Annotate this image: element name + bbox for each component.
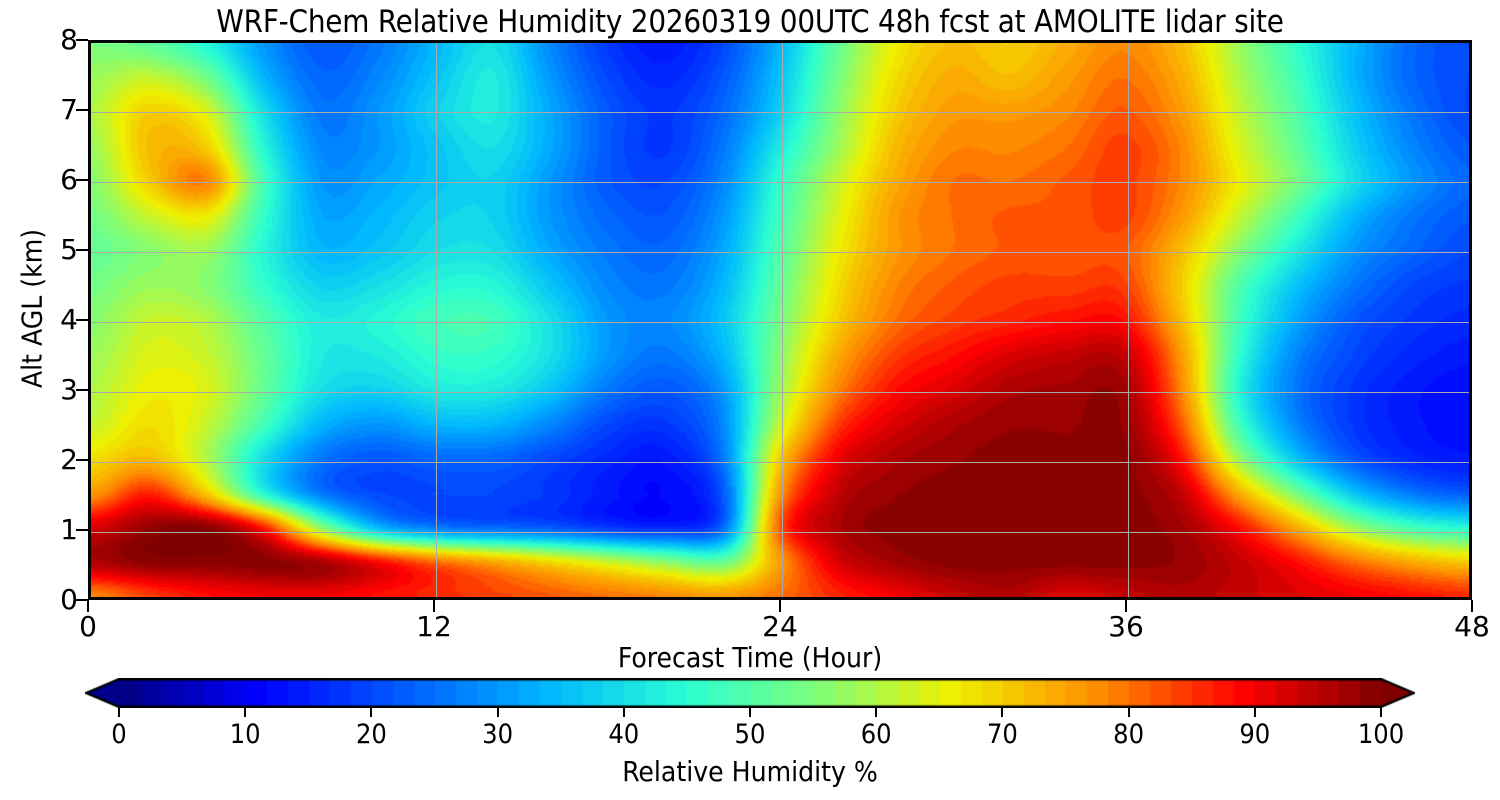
x-tick-label: 12	[416, 610, 452, 643]
y-tick-label: 5	[60, 233, 78, 266]
colorbar-tick-mark	[1127, 708, 1130, 717]
relative-humidity-heatmap	[91, 43, 1469, 597]
x-tick-label: 36	[1108, 610, 1144, 643]
x-axis-label: Forecast Time (Hour)	[617, 641, 883, 674]
y-tick-mark	[76, 38, 88, 42]
colorbar-tick-label: 40	[608, 719, 640, 750]
colorbar-tick-mark	[244, 708, 247, 717]
y-tick-label: 7	[60, 93, 78, 126]
colorbar-tick-label: 20	[355, 719, 387, 750]
colorbar-tick-label: 50	[734, 719, 766, 750]
y-tick-mark	[76, 178, 88, 182]
y-tick-mark	[76, 598, 88, 602]
y-tick-label: 0	[60, 583, 78, 616]
colorbar-tick-mark	[749, 708, 751, 717]
x-tick-mark	[432, 600, 436, 612]
y-axis-label: Alt AGL (km)	[15, 228, 49, 389]
colorbar-tick-label: 70	[986, 719, 1018, 750]
y-tick-label: 2	[60, 443, 78, 476]
colorbar-tick-label: 0	[111, 719, 127, 750]
y-tick-mark	[76, 528, 88, 532]
colorbar-tick-mark	[118, 708, 120, 717]
colorbar-tick-label: 100	[1357, 719, 1405, 750]
x-tick-mark	[86, 600, 90, 612]
colorbar-tick-label: 80	[1113, 719, 1145, 750]
y-tick-mark	[76, 248, 88, 252]
colorbar-tick-label: 10	[229, 719, 261, 750]
page-title: WRF-Chem Relative Humidity 20260319 00UT…	[216, 4, 1284, 40]
colorbar-tick-label: 90	[1239, 719, 1271, 750]
colorbar-tick-mark	[1253, 708, 1256, 717]
colorbar-tick-mark	[875, 708, 878, 717]
colorbar-tick-mark	[370, 708, 373, 717]
colorbar-tick-mark	[622, 708, 625, 717]
colorbar-tick-mark	[1380, 708, 1382, 717]
y-tick-mark	[76, 318, 88, 322]
x-tick-label: 0	[79, 610, 97, 643]
x-tick-mark	[778, 600, 782, 612]
y-tick-mark	[76, 458, 88, 462]
colorbar[interactable]: 0 10 20 30 40 50 60 70 80 90 100 Relative Humidity…	[0, 675, 1500, 800]
y-tick-mark	[76, 388, 88, 392]
y-tick-mark	[76, 108, 88, 112]
colorbar-tick-mark	[1001, 708, 1004, 717]
colorbar-gradient	[85, 678, 1415, 708]
colorbar-label: Relative Humidity %	[622, 755, 878, 788]
colorbar-tick-label: 60	[860, 719, 892, 750]
x-tick-label: 48	[1454, 610, 1490, 643]
colorbar-tick-mark	[496, 708, 499, 717]
y-tick-label: 6	[60, 163, 78, 196]
y-tick-label: 8	[60, 23, 78, 56]
y-tick-label: 1	[60, 513, 78, 546]
colorbar-tick-label: 30	[482, 719, 514, 750]
y-tick-label: 4	[60, 303, 78, 336]
y-tick-label: 3	[60, 373, 78, 406]
x-tick-mark	[1470, 600, 1474, 612]
x-tick-mark	[1124, 600, 1128, 612]
x-tick-label: 24	[762, 610, 798, 643]
